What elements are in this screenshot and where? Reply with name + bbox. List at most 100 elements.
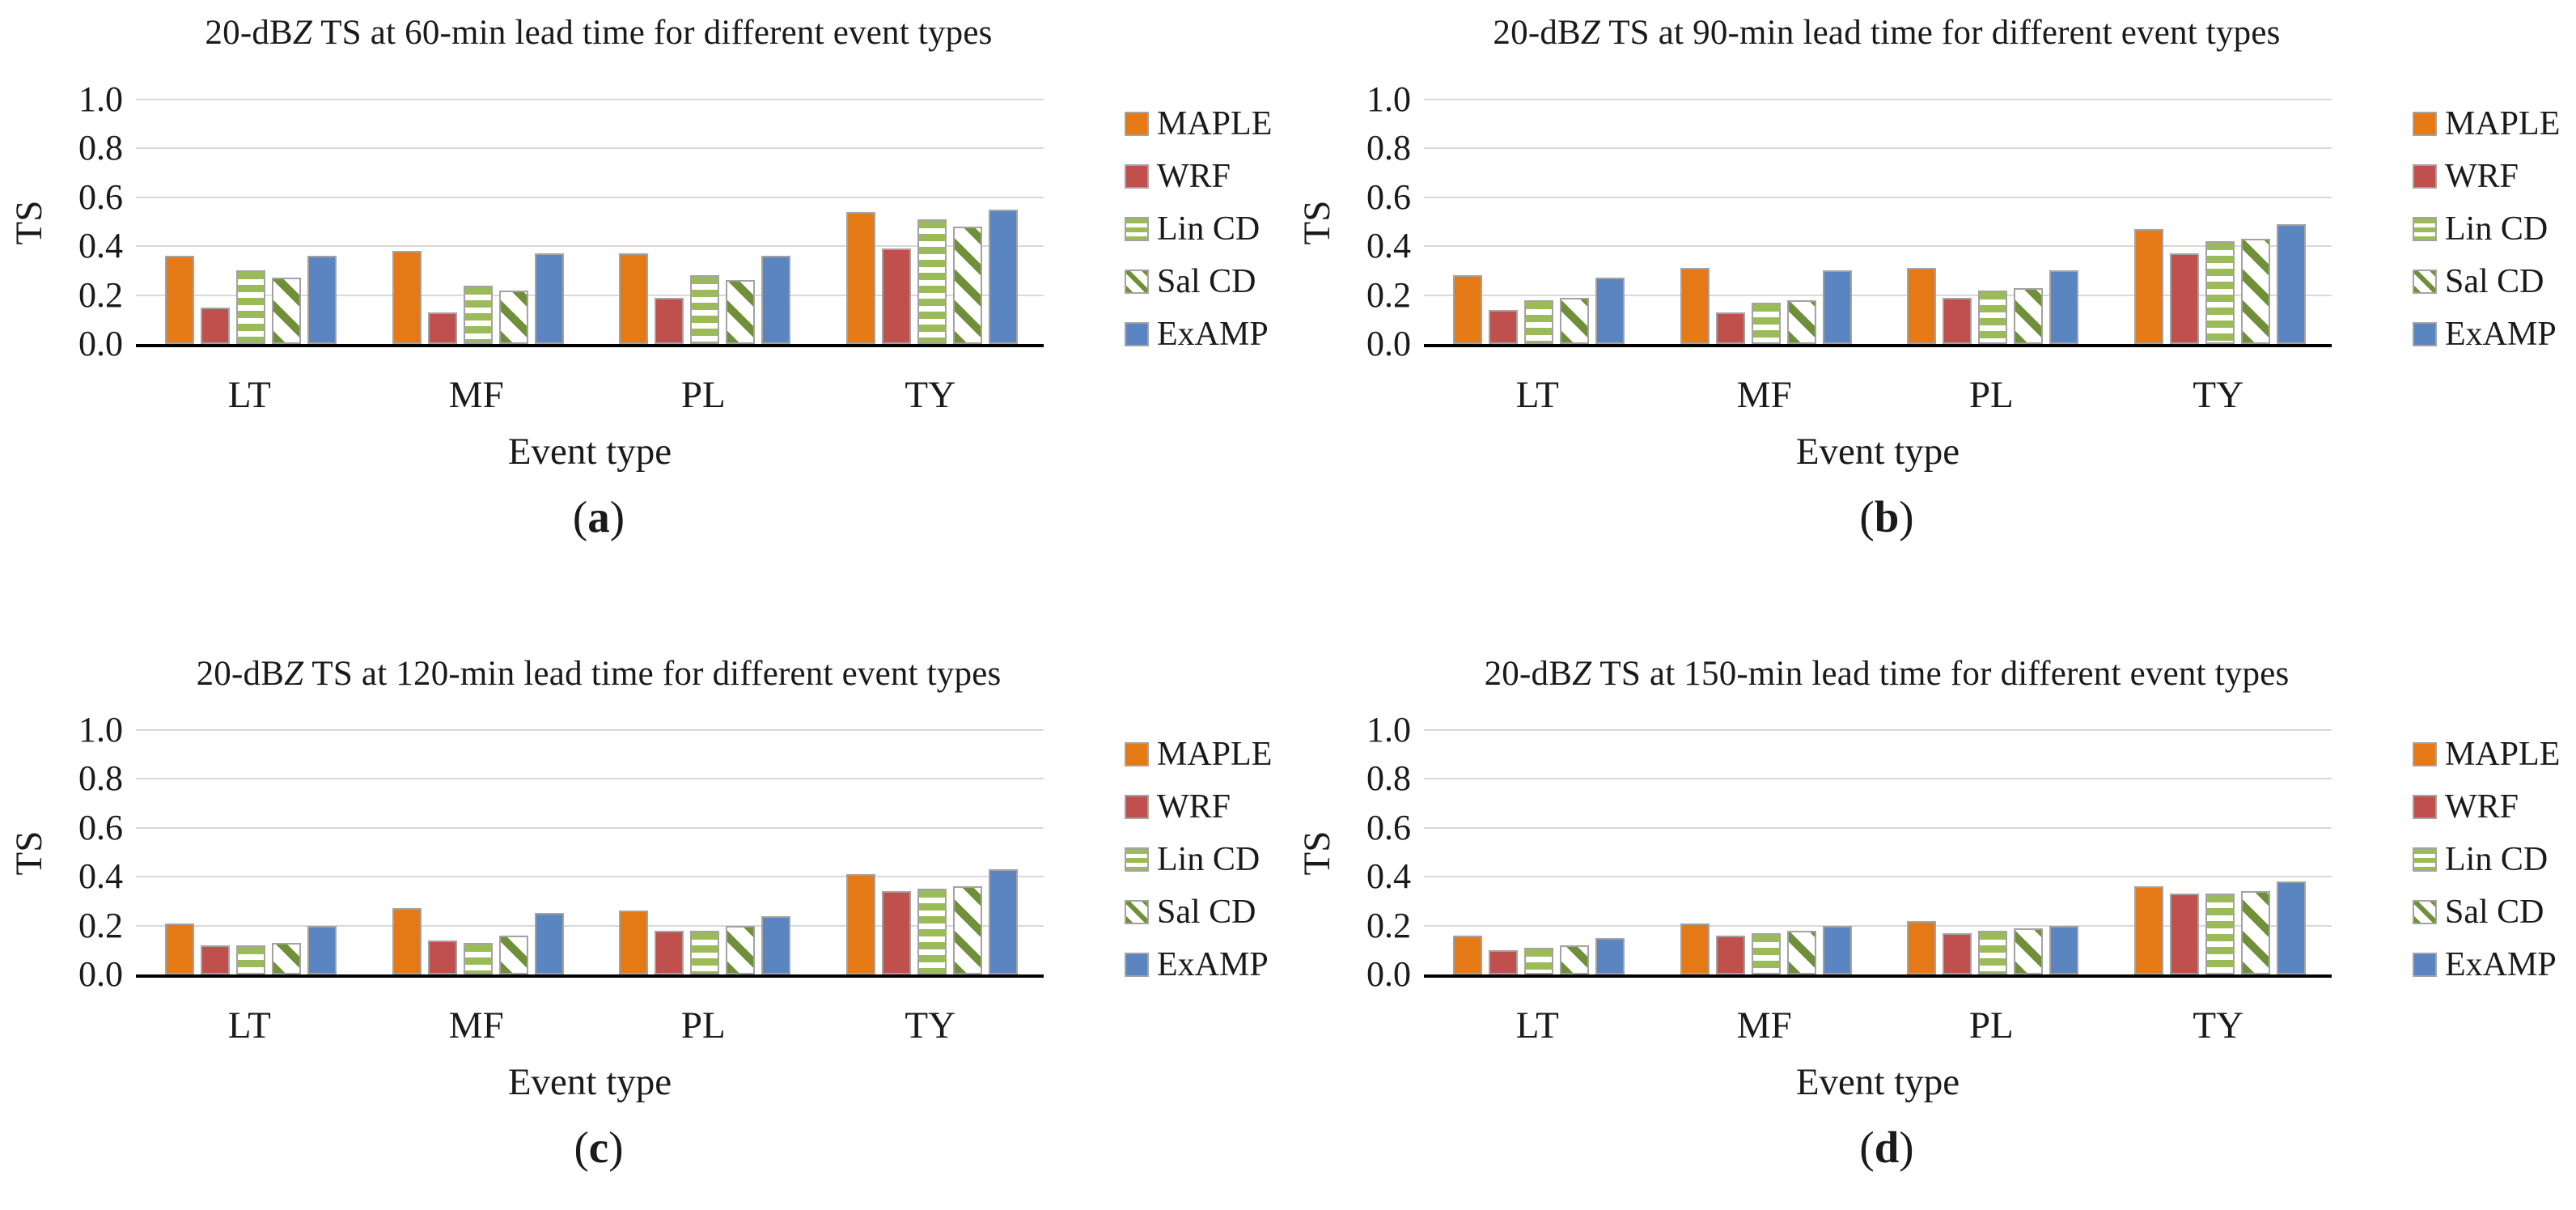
x-tick-row: LT MF PL TY	[1424, 1004, 2332, 1047]
gridline	[1424, 245, 2332, 248]
x-tick-label-TY: TY	[2193, 1004, 2244, 1047]
legend-label: Lin CD	[1157, 210, 1260, 248]
x-axis-title: Event type	[507, 431, 672, 473]
legend-swatch-icon	[1125, 953, 1149, 977]
bar-examp-LT	[307, 926, 337, 974]
bar-sal-cd-MF	[1786, 300, 1816, 344]
y-tick-label: 0.6	[78, 807, 123, 847]
bar-wrf-TY	[881, 891, 911, 974]
bar-lin-cd-LT	[1524, 948, 1554, 974]
bar-maple-LT	[165, 256, 195, 344]
bar-lin-cd-TY	[917, 889, 947, 974]
bar-wrf-TY	[2169, 253, 2199, 344]
bar-maple-MF	[1680, 268, 1710, 344]
x-tick-row: LT MF PL TY	[1424, 373, 2332, 417]
panel-title: 20-dBZ TS at 150-min lead time for diffe…	[1484, 655, 2290, 693]
x-tick-label-MF: MF	[1736, 374, 1792, 416]
legend-swatch-icon	[1125, 112, 1149, 136]
legend-swatch-icon	[1125, 742, 1149, 766]
legend-label: MAPLE	[2445, 736, 2561, 773]
gridline	[1424, 876, 2332, 878]
legend-label: Lin CD	[1157, 841, 1260, 878]
legend: MAPLE WRF Lin CD Sal CD ExAMP	[1125, 737, 1288, 1004]
y-tick-label: 1.0	[1366, 710, 1411, 749]
legend-swatch-icon	[2413, 900, 2437, 924]
bar-group-TY	[819, 730, 1046, 974]
y-tick-label: 0.8	[78, 758, 123, 799]
bar-examp-LT	[1595, 278, 1625, 344]
gridline	[1424, 729, 2332, 731]
x-tick-row: LT MF PL TY	[136, 1004, 1044, 1047]
bar-examp-TY	[2276, 224, 2306, 344]
panel-caption: (c)	[574, 1123, 624, 1172]
bar-examp-PL	[761, 256, 791, 344]
legend-item-maple: MAPLE	[1125, 107, 1288, 141]
x-tick-label-LT: LT	[1515, 374, 1559, 416]
x-tick-label-MF: MF	[1736, 1004, 1792, 1047]
bar-lin-cd-PL	[1978, 931, 2008, 974]
bar-sal-cd-LT	[1560, 298, 1590, 344]
legend-swatch-icon	[1125, 164, 1149, 189]
bar-group-LT	[138, 730, 365, 974]
legend-label: ExAMP	[2445, 316, 2557, 353]
x-tick-label-TY: TY	[905, 374, 956, 416]
bar-maple-PL	[1907, 921, 1937, 974]
bars-layer	[136, 100, 1044, 344]
legend-item-maple: MAPLE	[2413, 737, 2576, 771]
legend-item-wrf: WRF	[2413, 159, 2576, 193]
bar-wrf-PL	[655, 298, 684, 344]
bar-sal-cd-TY	[2240, 239, 2270, 344]
bar-group-PL	[1879, 730, 2107, 974]
bar-wrf-LT	[1489, 310, 1519, 344]
bar-wrf-TY	[881, 248, 911, 344]
legend: MAPLE WRF Lin CD Sal CD ExAMP	[2413, 107, 2576, 374]
gridline	[136, 99, 1044, 100]
x-tick-label-PL: PL	[680, 1004, 726, 1047]
y-tick-label: 1.0	[1366, 79, 1411, 119]
bar-examp-TY	[2276, 881, 2306, 974]
bar-examp-LT	[1595, 938, 1625, 974]
legend-label: WRF	[1157, 788, 1231, 826]
bar-examp-LT	[307, 256, 337, 344]
gridline	[1424, 826, 2332, 829]
bars-layer	[136, 730, 1044, 974]
x-axis-title: Event type	[507, 1061, 672, 1103]
bar-examp-MF	[534, 913, 564, 974]
bar-sal-cd-PL	[2014, 928, 2044, 974]
bar-lin-cd-TY	[2205, 241, 2235, 344]
legend-item-maple: MAPLE	[1125, 737, 1288, 771]
bar-maple-PL	[1907, 268, 1937, 344]
plot-area	[1424, 729, 2332, 978]
x-tick-label-PL: PL	[680, 374, 726, 416]
plot-area	[1424, 99, 2332, 347]
panel-title: 20-dBZ TS at 90-min lead time for differ…	[1493, 14, 2281, 52]
panel-title: 20-dBZ TS at 60-min lead time for differ…	[205, 14, 993, 52]
bar-lin-cd-LT	[236, 270, 266, 344]
legend: MAPLE WRF Lin CD Sal CD ExAMP	[1125, 107, 1288, 374]
gridline	[1424, 196, 2332, 198]
legend: MAPLE WRF Lin CD Sal CD ExAMP	[2413, 737, 2576, 1004]
legend-swatch-icon	[1125, 322, 1149, 346]
y-tick-label: 0.6	[1366, 807, 1411, 847]
legend-item-wrf: WRF	[1125, 159, 1288, 193]
bar-wrf-PL	[1943, 298, 1972, 344]
bar-maple-PL	[619, 911, 649, 974]
bar-lin-cd-TY	[917, 219, 947, 344]
bar-wrf-LT	[1489, 950, 1519, 974]
bars-layer	[1424, 100, 2332, 344]
legend-swatch-icon	[2413, 112, 2437, 136]
legend-label: MAPLE	[2445, 105, 2561, 142]
bar-group-LT	[1426, 730, 1653, 974]
bars-layer	[1424, 730, 2332, 974]
legend-swatch-icon	[1125, 270, 1149, 294]
legend-swatch-icon	[1125, 847, 1149, 872]
y-tick-label: 0.8	[1366, 128, 1411, 168]
legend-item-maple: MAPLE	[2413, 107, 2576, 141]
gridline	[1424, 778, 2332, 780]
legend-item-lin-cd: Lin CD	[1125, 212, 1288, 246]
bar-lin-cd-PL	[1978, 291, 2008, 344]
y-tick-label: 0.0	[1366, 324, 1411, 363]
bar-lin-cd-MF	[463, 286, 493, 344]
legend-item-wrf: WRF	[2413, 790, 2576, 824]
bar-sal-cd-LT	[272, 943, 302, 974]
